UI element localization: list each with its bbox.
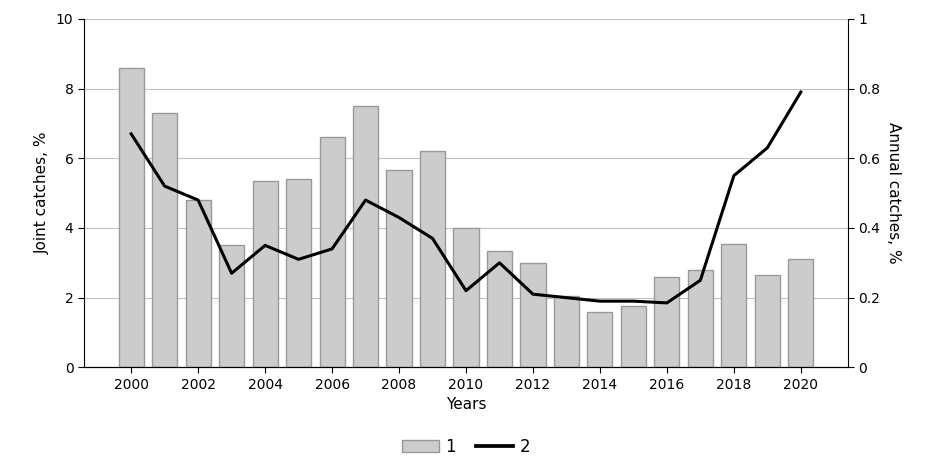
Bar — [587, 312, 612, 367]
Bar — [152, 113, 177, 367]
Bar — [654, 277, 679, 367]
Bar — [219, 245, 244, 367]
Bar — [688, 270, 713, 367]
Bar — [253, 181, 278, 367]
Bar — [621, 307, 646, 367]
Bar — [320, 138, 345, 367]
Bar — [520, 263, 545, 367]
Bar — [420, 151, 445, 367]
Bar — [788, 260, 814, 367]
Legend: 1, 2: 1, 2 — [395, 431, 537, 463]
Bar — [755, 275, 780, 367]
Bar — [387, 171, 412, 367]
Bar — [185, 200, 211, 367]
X-axis label: Years: Years — [445, 398, 487, 412]
Y-axis label: Joint catches, %: Joint catches, % — [35, 132, 50, 254]
Bar — [286, 179, 311, 367]
Y-axis label: Annual catches, %: Annual catches, % — [886, 122, 901, 264]
Bar — [118, 68, 144, 367]
Bar — [454, 228, 478, 367]
Bar — [721, 244, 747, 367]
Bar — [554, 296, 579, 367]
Bar — [353, 106, 378, 367]
Bar — [487, 251, 512, 367]
